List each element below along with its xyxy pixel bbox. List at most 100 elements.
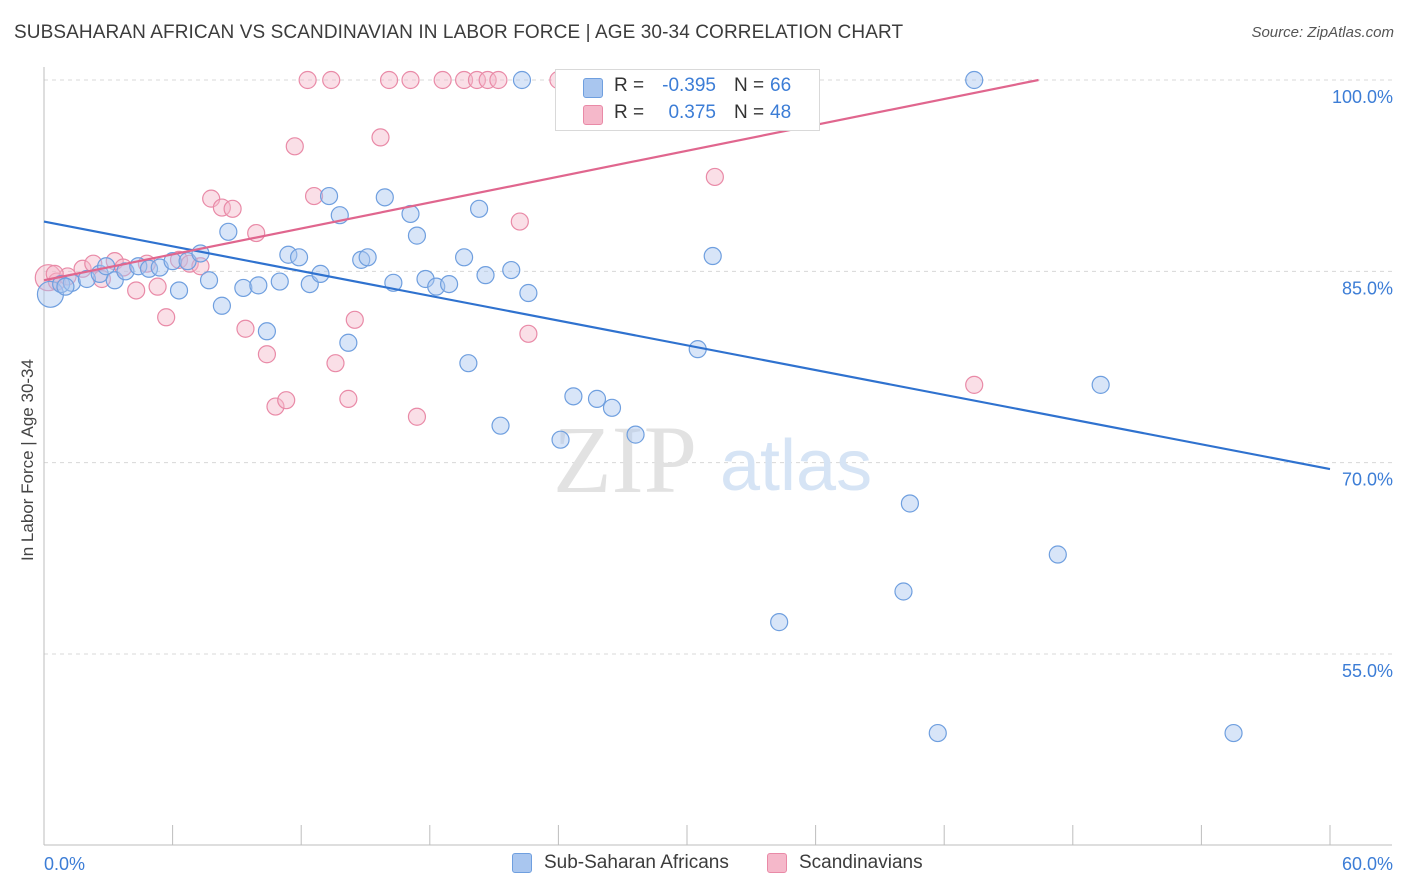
data-point xyxy=(379,70,399,90)
data-point xyxy=(257,322,277,341)
data-point xyxy=(454,70,474,90)
data-point xyxy=(626,425,645,444)
data-point xyxy=(502,260,521,280)
data-point xyxy=(345,310,364,329)
data-point xyxy=(602,398,622,417)
data-point xyxy=(199,271,219,290)
y-tick-label: 85.0% xyxy=(1342,278,1393,298)
data-point xyxy=(236,319,255,338)
data-point xyxy=(371,128,390,147)
data-point xyxy=(551,430,570,449)
data-point xyxy=(705,167,724,187)
legend-label-sub-saharan: Sub-Saharan Africans xyxy=(544,852,729,873)
data-point xyxy=(285,137,304,156)
x-tick-label: 60.0% xyxy=(1342,854,1393,874)
data-point xyxy=(304,186,324,206)
data-point xyxy=(249,276,268,295)
y-tick-labels: 100.0% 85.0% 70.0% 55.0% xyxy=(1332,87,1393,681)
data-point xyxy=(257,345,277,364)
data-point xyxy=(298,70,317,90)
data-point xyxy=(454,248,474,267)
watermark-atlas: atlas xyxy=(720,426,872,506)
trendline-sub-saharan xyxy=(43,220,1331,471)
data-point xyxy=(339,389,358,408)
source-credit: Source: ZipAtlas.com xyxy=(1251,24,1394,41)
data-point xyxy=(339,333,358,352)
data-point xyxy=(401,70,420,90)
watermark-zip: ZIP xyxy=(553,406,697,513)
data-point xyxy=(439,274,459,294)
data-point xyxy=(148,277,167,296)
data-point xyxy=(489,70,508,90)
y-tick-label: 100.0% xyxy=(1332,87,1393,107)
data-point xyxy=(279,245,298,264)
legend-swatch-blue xyxy=(512,853,532,873)
correlation-stats-box: R = -0.395 N = 66 R = 0.375 N = 48 xyxy=(555,69,820,131)
data-point xyxy=(322,70,341,90)
data-point xyxy=(1091,375,1110,394)
data-point xyxy=(270,272,289,291)
axes xyxy=(43,67,1392,846)
gridlines xyxy=(44,79,1392,655)
data-point xyxy=(234,278,253,298)
data-point xyxy=(900,494,920,513)
data-point xyxy=(1048,545,1067,564)
data-point xyxy=(56,277,75,296)
legend-label-scandinavians: Scandinavians xyxy=(799,852,923,873)
data-point xyxy=(519,283,538,303)
stats-row-pink: R = 0.375 N = 48 xyxy=(556,102,821,132)
data-point xyxy=(469,199,489,218)
data-point xyxy=(127,281,146,300)
data-point xyxy=(212,296,231,315)
data-point xyxy=(928,723,947,743)
y-axis-label: In Labor Force | Age 30-34 xyxy=(18,359,37,561)
data-point xyxy=(319,186,339,206)
data-point xyxy=(277,391,296,410)
pink-swatch xyxy=(583,105,603,125)
data-point xyxy=(476,266,495,285)
data-point xyxy=(491,416,510,435)
data-point xyxy=(223,199,242,218)
data-point xyxy=(375,188,394,207)
data-point xyxy=(169,281,189,300)
data-point xyxy=(266,397,285,416)
data-point xyxy=(894,582,913,601)
r-label: R = xyxy=(614,102,645,123)
data-point xyxy=(467,70,487,90)
n-value-pink: 48 xyxy=(770,102,792,123)
n-value-blue: 66 xyxy=(770,75,792,96)
data-point xyxy=(703,246,722,266)
data-point xyxy=(965,375,984,394)
data-point xyxy=(510,212,529,231)
data-point xyxy=(512,70,532,90)
legend-item-scandinavians[interactable]: Scandinavians xyxy=(767,852,923,874)
data-point xyxy=(1224,723,1243,743)
trendlines xyxy=(43,78,1331,471)
data-point xyxy=(407,226,427,245)
data-point xyxy=(478,70,497,90)
data-point xyxy=(219,222,238,241)
n-label: N = xyxy=(734,75,765,96)
y-tick-label: 55.0% xyxy=(1342,661,1393,681)
watermark: ZIP atlas xyxy=(553,406,872,513)
stats-row-blue: R = -0.395 N = 66 xyxy=(556,75,821,105)
data-point xyxy=(358,248,377,267)
data-point xyxy=(459,354,478,373)
data-point xyxy=(564,387,583,406)
x-tick-label: 0.0% xyxy=(44,854,85,874)
r-label: R = xyxy=(614,75,645,96)
legend-swatch-pink xyxy=(767,853,787,873)
data-point xyxy=(326,354,345,373)
chart-legend: Sub-Saharan Africans Scandinavians xyxy=(0,852,1406,878)
data-point xyxy=(157,308,176,327)
n-label: N = xyxy=(734,102,765,123)
blue-swatch xyxy=(583,78,603,98)
r-value-blue: -0.395 xyxy=(662,75,716,96)
r-value-pink: 0.375 xyxy=(668,102,716,123)
data-point xyxy=(433,70,452,90)
legend-item-sub-saharan[interactable]: Sub-Saharan Africans xyxy=(512,852,729,874)
data-point xyxy=(965,70,984,90)
y-tick-label: 70.0% xyxy=(1342,470,1393,490)
data-point xyxy=(289,248,309,267)
